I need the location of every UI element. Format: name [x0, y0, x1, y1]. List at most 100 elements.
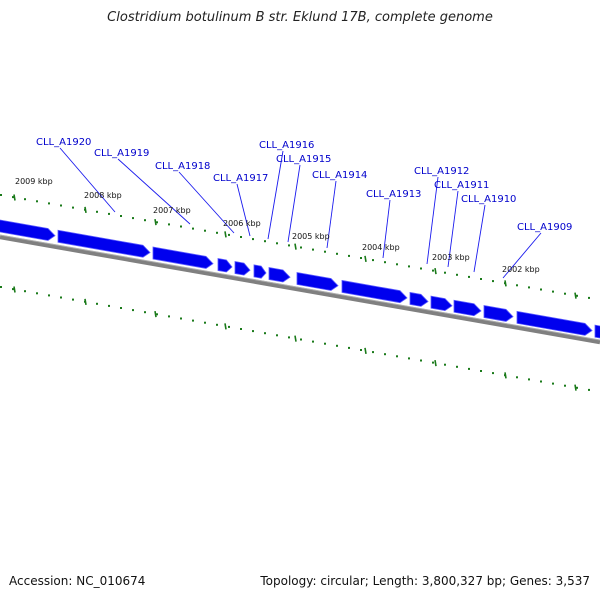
- minor-tick: [360, 349, 362, 351]
- major-tick: [13, 194, 16, 201]
- minor-tick: [96, 210, 98, 213]
- minor-tick: [456, 365, 458, 368]
- minor-tick: [120, 307, 122, 309]
- tick-labels: 2009 kbp 2008 kbp 2007 kbp 2006 kbp 2005 kbp…: [15, 177, 540, 274]
- minor-tick: [252, 238, 254, 241]
- minor-tick: [156, 313, 158, 316]
- gene-label: CLL_A1909: [517, 222, 572, 233]
- minor-tick: [204, 229, 206, 232]
- minor-tick: [60, 296, 62, 299]
- minor-tick: [384, 261, 386, 264]
- minor-tick: [168, 223, 170, 226]
- minor-tick: [12, 288, 14, 291]
- minor-tick: [444, 363, 446, 366]
- gene-label: CLL_A1914: [312, 170, 367, 181]
- gene-label: CLL_A1910: [461, 194, 516, 205]
- gene-label-leader: [326, 180, 337, 249]
- gene-track: [0, 219, 600, 339]
- minor-tick: [24, 290, 26, 293]
- gene-label: CLL_A1920: [36, 137, 91, 148]
- major-tick: [224, 323, 227, 330]
- minor-tick: [492, 372, 494, 375]
- gene-arrow: [409, 291, 429, 307]
- minor-tick: [24, 198, 26, 201]
- minor-tick: [60, 204, 62, 207]
- gene-label: CLL_A1917: [213, 173, 268, 184]
- tick-label: 2003 kbp: [432, 253, 470, 262]
- major-tick: [294, 243, 297, 250]
- major-tick: [13, 286, 16, 293]
- minor-tick: [180, 317, 182, 320]
- minor-tick: [384, 353, 386, 356]
- tick-label: 2007 kbp: [153, 206, 191, 215]
- minor-tick: [552, 290, 554, 293]
- major-tick: [154, 310, 157, 318]
- minor-tick: [156, 221, 158, 224]
- tick-label: 2006 kbp: [223, 219, 261, 228]
- major-tick: [504, 372, 507, 379]
- minor-tick: [480, 370, 482, 372]
- minor-tick: [0, 286, 2, 288]
- minor-tick: [492, 280, 494, 283]
- minor-tick: [312, 340, 314, 343]
- gene-arrow: [341, 279, 408, 304]
- gene-label: CLL_A1919: [94, 148, 149, 159]
- label-leaders: [59, 147, 542, 279]
- minor-tick: [576, 386, 578, 389]
- minor-tick: [228, 233, 230, 236]
- minor-tick: [528, 378, 530, 381]
- minor-tick: [240, 328, 242, 330]
- minor-tick: [408, 357, 410, 360]
- minor-tick: [12, 196, 14, 199]
- minor-tick: [348, 254, 350, 257]
- inner-tick-ring: [0, 286, 590, 391]
- minor-tick: [276, 242, 278, 245]
- minor-tick: [336, 344, 338, 347]
- minor-tick: [36, 200, 38, 203]
- backbone-line: [0, 234, 600, 345]
- gene-label-leader: [473, 204, 486, 273]
- minor-tick: [72, 206, 74, 209]
- gene-label: CLL_A1916: [259, 140, 314, 151]
- minor-tick: [108, 304, 110, 307]
- minor-tick: [444, 271, 446, 274]
- gene-arrow: [217, 258, 233, 273]
- gene-label-leader: [287, 164, 301, 243]
- backbone-highlight: [0, 234, 600, 341]
- minor-tick: [420, 359, 422, 362]
- minor-tick: [168, 315, 170, 318]
- gene-arrow: [516, 310, 593, 336]
- minor-tick: [96, 302, 98, 305]
- gene-arrow: [430, 295, 453, 312]
- gene-label-leader: [502, 232, 542, 279]
- major-tick: [434, 267, 437, 275]
- gene-arrow: [453, 299, 482, 317]
- minor-tick: [396, 263, 398, 266]
- minor-tick: [264, 332, 266, 335]
- minor-tick: [228, 325, 230, 328]
- minor-tick: [300, 246, 302, 249]
- gene-label-leader: [117, 158, 191, 225]
- minor-tick: [420, 267, 422, 270]
- minor-tick: [588, 388, 590, 391]
- minor-tick: [288, 336, 290, 339]
- minor-tick: [336, 252, 338, 255]
- minor-tick: [108, 212, 110, 215]
- gene-arrow: [296, 271, 339, 291]
- minor-tick: [72, 298, 74, 301]
- minor-tick: [264, 240, 266, 243]
- major-tick: [364, 347, 367, 355]
- gene-arrow: [57, 229, 151, 258]
- minor-tick: [324, 342, 326, 345]
- gene-label-leader: [59, 147, 116, 213]
- minor-tick: [192, 319, 194, 322]
- minor-tick: [288, 244, 290, 247]
- gene-arrow: [594, 324, 600, 339]
- gene-arrow: [234, 261, 251, 276]
- minor-tick: [480, 278, 482, 280]
- gene-label-leader: [267, 150, 284, 240]
- minor-tick: [432, 269, 434, 272]
- gene-label-leader: [447, 190, 459, 268]
